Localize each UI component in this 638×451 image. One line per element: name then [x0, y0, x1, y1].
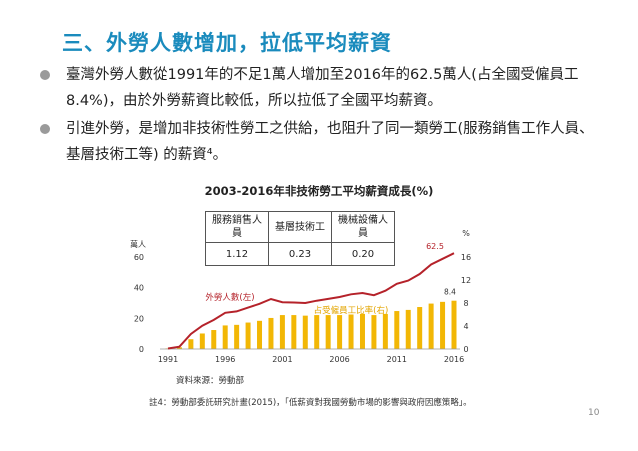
bar-mark [176, 347, 182, 349]
right-axis-tick-label: 0 [463, 345, 468, 354]
bullet-item: 臺灣外勞人數從1991年的不足1萬人增加至2016年的62.5萬人(占全國受僱員… [40, 62, 600, 114]
source-note: 資料來源：勞動部 [176, 376, 245, 386]
bar-mark [325, 315, 331, 349]
table-header-row: 服務銷售人員 基層技術工 機械設備人員 [205, 211, 395, 243]
bar-mark [348, 314, 354, 349]
bar-mark [211, 330, 217, 349]
bar-mark [371, 315, 377, 349]
bar-mark [245, 322, 251, 349]
bar-mark [314, 315, 320, 349]
bar-mark [291, 315, 297, 349]
bar-mark [268, 317, 274, 349]
left-axis-tick-label: 0 [139, 345, 144, 354]
bar-mark [199, 333, 205, 349]
left-axis-tick-label: 60 [134, 253, 144, 262]
line-series-label: 外勞人數(左) [205, 292, 254, 303]
bar-mark [382, 313, 388, 349]
bar-mark [279, 315, 285, 349]
bar-mark [337, 315, 343, 349]
left-axis-tick-label: 20 [134, 314, 144, 323]
x-axis-tick-label: 2011 [387, 355, 407, 364]
table-cell: 0.23 [268, 242, 332, 266]
right-axis-tick-label: 16 [461, 253, 471, 262]
bar-mark [359, 313, 365, 349]
bar-mark [440, 301, 446, 349]
x-axis-tick-label: 2001 [272, 355, 292, 364]
x-axis-tick-label: 2006 [329, 355, 349, 364]
bullet-list: 臺灣外勞人數從1991年的不足1萬人增加至2016年的62.5萬人(占全國受僱員… [40, 62, 600, 170]
bar-mark [405, 309, 411, 349]
x-axis-tick-label: 2016 [444, 355, 464, 364]
bar-mark [234, 324, 240, 349]
bullet-text: 臺灣外勞人數從1991年的不足1萬人增加至2016年的62.5萬人(占全國受僱員… [66, 67, 579, 109]
x-axis-tick-label: 1996 [215, 355, 235, 364]
bar-mark [302, 315, 308, 349]
bullet-item: 引進外勞，是增加非技術性勞工之供給，也阻升了同一類勞工(服務銷售工作人員、基層技… [40, 116, 600, 168]
bullet-dot-icon [40, 70, 50, 80]
page-number: 10 [588, 408, 600, 418]
table-header-cell: 機械設備人員 [331, 211, 395, 243]
right-axis-tick-label: 4 [463, 322, 468, 331]
bar-mark [222, 325, 228, 349]
right-axis-tick-label: 12 [461, 276, 471, 285]
wage-growth-table: 服務銷售人員 基層技術工 機械設備人員 1.12 0.23 0.20 [205, 211, 395, 266]
left-axis-tick-label: 40 [134, 284, 144, 293]
slide-title: 三、外勞人數增加，拉低平均薪資 [62, 31, 392, 55]
x-axis-tick-label: 1991 [158, 355, 178, 364]
bar-series-label: 占受僱員工比率(右) [314, 305, 389, 316]
bar-mark [428, 303, 434, 349]
bar-mark [451, 300, 457, 349]
bullet-dot-icon [40, 124, 50, 134]
bar-mark [188, 339, 194, 349]
table-cell: 0.20 [331, 242, 395, 266]
footnote: 註4：勞動部委託研究計畫(2015)，「低薪資對我國勞動市場的影響與政府因應策略… [149, 398, 472, 408]
table-cell: 1.12 [205, 242, 269, 266]
table-header-cell: 服務銷售人員 [205, 211, 269, 243]
bullet-text: 引進外勞，是增加非技術性勞工之供給，也阻升了同一類勞工(服務銷售工作人員、基層技… [66, 121, 594, 163]
right-axis-tick-label: 8 [463, 299, 468, 308]
line-series [167, 252, 455, 350]
chart-title: 2003-2016年非技術勞工平均薪資成長(%) [204, 184, 434, 198]
bar-mark [417, 307, 423, 349]
bar-mark [394, 311, 400, 349]
table-header-cell: 基層技術工 [268, 211, 332, 243]
left-axis-label: 萬人 [130, 239, 146, 249]
bar-mark [257, 320, 263, 349]
line-end-label: 62.5 [426, 242, 444, 251]
right-axis-label: % [462, 229, 470, 238]
table-row: 1.12 0.23 0.20 [205, 242, 395, 266]
bar-end-label: 8.4 [444, 288, 456, 297]
